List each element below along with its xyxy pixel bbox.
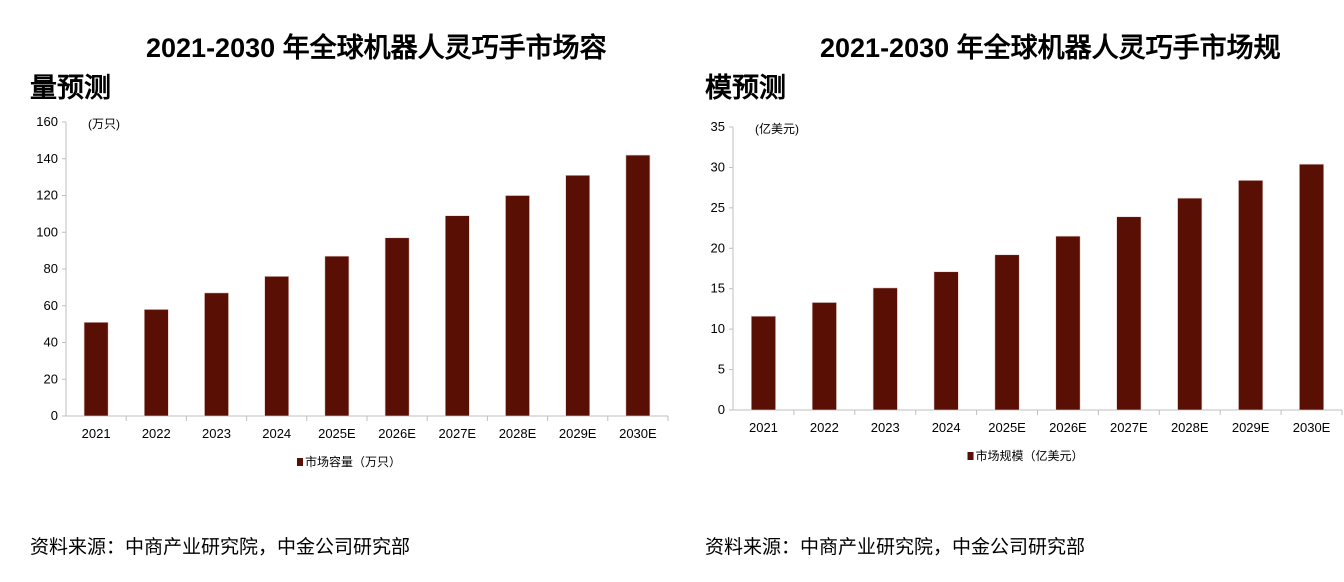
y-tick-label: 35 bbox=[711, 119, 725, 134]
y-tick-label: 30 bbox=[711, 159, 725, 174]
bar bbox=[264, 276, 290, 417]
x-tick-label: 2024 bbox=[262, 426, 291, 441]
y-tick-label: 25 bbox=[711, 200, 725, 215]
x-tick-label: 2027E bbox=[439, 426, 477, 441]
chart-title-line1: 2021-2030 年全球机器人灵巧手市场容 bbox=[146, 33, 607, 63]
x-tick-label: 2030E bbox=[1293, 420, 1331, 435]
y-tick-label: 100 bbox=[36, 224, 58, 239]
bar bbox=[204, 292, 229, 417]
y-tick-label: 20 bbox=[44, 371, 58, 386]
y-tick-label: 60 bbox=[44, 298, 58, 313]
bar bbox=[933, 271, 959, 411]
x-tick-label: 2025E bbox=[318, 426, 356, 441]
x-tick-label: 2030E bbox=[619, 426, 657, 441]
bar bbox=[750, 315, 776, 411]
legend-label: 市场容量（万只） bbox=[305, 454, 401, 469]
bar bbox=[1299, 163, 1325, 411]
x-tick-label: 2029E bbox=[1232, 420, 1270, 435]
y-tick-label: 80 bbox=[44, 261, 58, 276]
y-tick-label: 5 bbox=[718, 362, 725, 377]
bar bbox=[505, 195, 530, 417]
x-tick-label: 2021 bbox=[749, 420, 778, 435]
legend-swatch bbox=[967, 452, 974, 460]
bar bbox=[565, 174, 591, 417]
x-tick-label: 2021 bbox=[82, 426, 111, 441]
x-tick-label: 2027E bbox=[1110, 420, 1148, 435]
bar bbox=[1055, 235, 1081, 411]
bar bbox=[1238, 180, 1264, 411]
bar bbox=[872, 287, 898, 411]
bar bbox=[1177, 197, 1203, 411]
bar bbox=[83, 321, 109, 417]
x-tick-label: 2028E bbox=[499, 426, 537, 441]
x-tick-label: 2028E bbox=[1171, 420, 1209, 435]
y-tick-label: 120 bbox=[36, 188, 58, 203]
bar bbox=[625, 154, 651, 417]
y-unit-label: (亿美元) bbox=[755, 121, 799, 136]
y-tick-label: 20 bbox=[711, 240, 725, 255]
y-tick-label: 0 bbox=[718, 402, 725, 417]
x-tick-label: 2026E bbox=[1049, 420, 1087, 435]
bar bbox=[994, 254, 1020, 411]
y-tick-label: 0 bbox=[51, 408, 58, 423]
x-tick-label: 2023 bbox=[871, 420, 900, 435]
bar bbox=[143, 309, 169, 417]
x-tick-label: 2022 bbox=[142, 426, 171, 441]
source-note: 资料来源：中商产业研究院，中金公司研究部 bbox=[705, 537, 1086, 558]
x-tick-label: 2023 bbox=[202, 426, 231, 441]
x-tick-label: 2029E bbox=[559, 426, 597, 441]
chart-title-line2: 模预测 bbox=[705, 73, 786, 103]
y-tick-label: 10 bbox=[711, 321, 725, 336]
x-tick-label: 2025E bbox=[988, 420, 1026, 435]
y-tick-label: 140 bbox=[36, 151, 58, 166]
y-tick-label: 15 bbox=[711, 281, 725, 296]
y-tick-label: 40 bbox=[44, 335, 58, 350]
bar bbox=[384, 237, 410, 417]
x-tick-label: 2026E bbox=[378, 426, 416, 441]
legend-swatch bbox=[297, 458, 303, 466]
source-note: 资料来源：中商产业研究院，中金公司研究部 bbox=[30, 537, 411, 558]
chart-title-line2: 量预测 bbox=[30, 73, 111, 103]
chart-title-line1: 2021-2030 年全球机器人灵巧手市场规 bbox=[820, 33, 1281, 63]
bar bbox=[444, 215, 470, 417]
y-tick-label: 160 bbox=[36, 114, 58, 129]
bar bbox=[811, 302, 837, 411]
x-tick-label: 2024 bbox=[932, 420, 961, 435]
y-unit-label: (万只) bbox=[88, 117, 120, 131]
x-tick-label: 2022 bbox=[810, 420, 839, 435]
bar bbox=[1116, 216, 1142, 411]
bar bbox=[324, 255, 350, 417]
legend-label: 市场规模（亿美元） bbox=[976, 448, 1084, 463]
